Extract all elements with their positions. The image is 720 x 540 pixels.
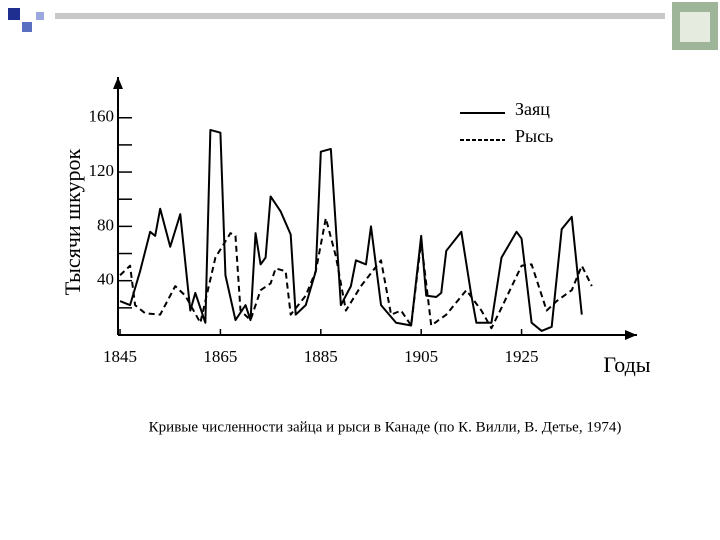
- decor-square: [8, 8, 20, 20]
- x-axis-title: Годы: [603, 352, 650, 377]
- legend-label: Заяц: [515, 99, 550, 119]
- decor-square: [36, 12, 44, 20]
- y-tick-label: 120: [89, 161, 115, 180]
- decor-square: [22, 22, 32, 32]
- y-axis-arrow: [113, 77, 123, 89]
- series-line: [119, 128, 583, 332]
- x-tick-label: 1845: [103, 347, 137, 366]
- decor-bar: [55, 13, 665, 19]
- y-axis-title: Тысячи шкурок: [60, 149, 85, 296]
- x-axis-arrow: [625, 330, 637, 340]
- caption: Кривые численности зайца и рыси в Канаде…: [149, 419, 622, 435]
- y-tick-label: 40: [97, 270, 114, 289]
- decor-image: [680, 12, 710, 42]
- legend-label: Рысь: [515, 126, 553, 146]
- x-tick-label: 1905: [404, 347, 438, 366]
- y-tick-label: 160: [89, 107, 115, 126]
- x-tick-label: 1925: [505, 347, 539, 366]
- y-tick-label: 80: [97, 215, 114, 234]
- x-tick-label: 1865: [203, 347, 237, 366]
- series-line: [119, 217, 593, 330]
- x-tick-label: 1885: [304, 347, 338, 366]
